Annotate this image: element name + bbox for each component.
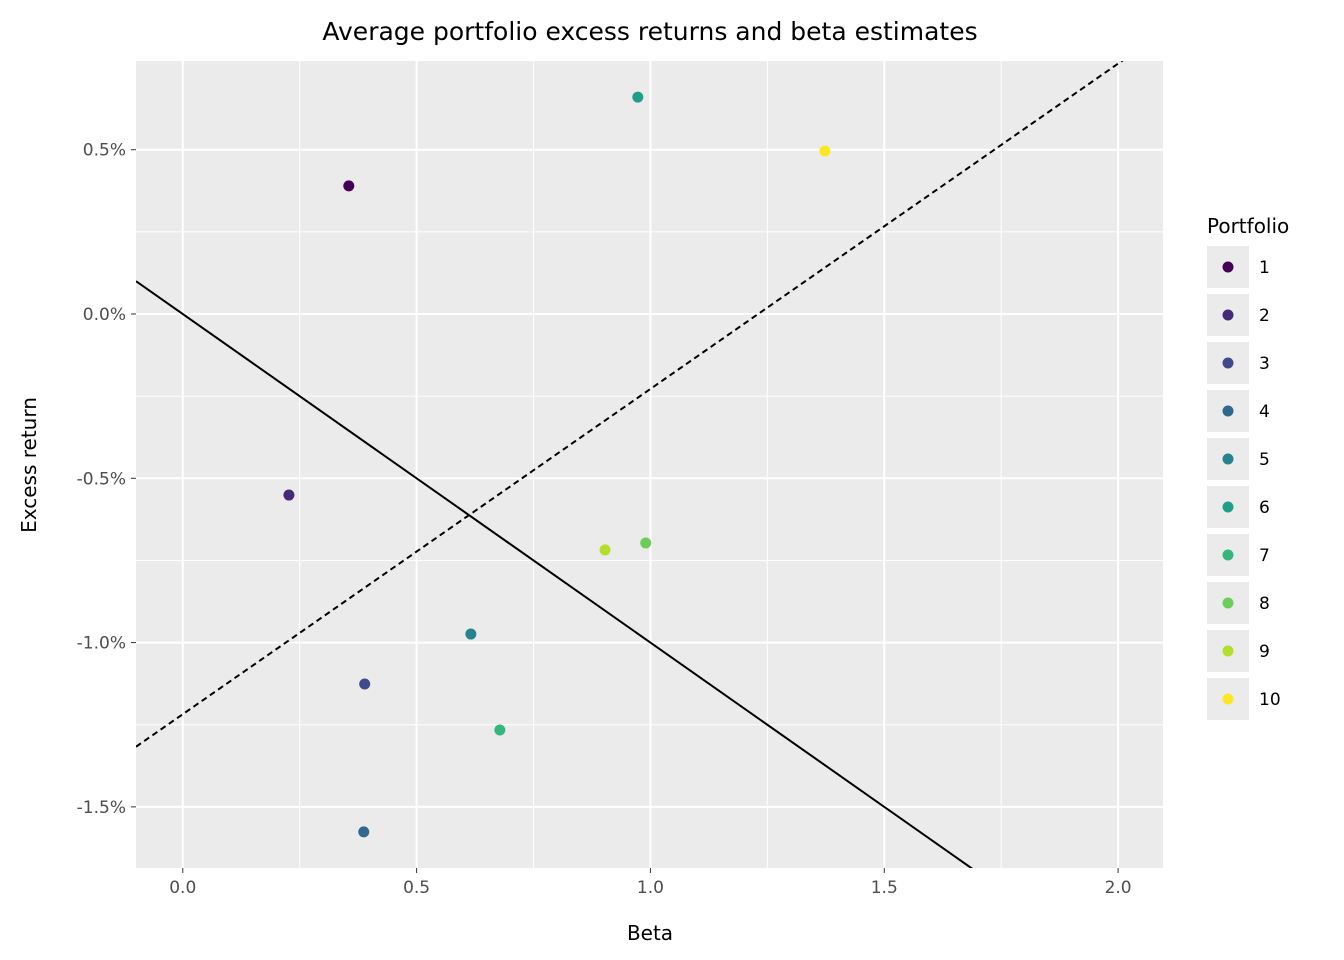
legend-label: 9 [1259, 642, 1270, 662]
y-tick-label: 0.5% [83, 141, 126, 161]
legend-key-3 [1222, 357, 1234, 369]
data-point-portfolio-5 [465, 628, 477, 640]
legend-key-4 [1222, 405, 1234, 417]
data-point-portfolio-3 [359, 678, 371, 690]
y-tick-label: -1.5% [77, 798, 126, 818]
x-axis-title: Beta [627, 921, 673, 945]
legend-key-5 [1222, 453, 1234, 465]
y-tick-label: 0.0% [83, 305, 126, 325]
y-tick-label: -1.0% [77, 634, 126, 654]
legend-title: Portfolio [1207, 214, 1289, 238]
x-tick-label: 2.0 [1105, 878, 1132, 898]
legend-key-7 [1222, 549, 1234, 561]
legend-label: 10 [1259, 690, 1281, 710]
data-point-portfolio-2 [283, 489, 295, 501]
data-point-portfolio-1 [343, 180, 355, 192]
legend-label: 1 [1259, 258, 1270, 278]
data-point-portfolio-8 [640, 537, 652, 549]
x-tick-label: 0.5 [403, 878, 430, 898]
chart-title: Average portfolio excess returns and bet… [322, 17, 977, 46]
legend-key-10 [1222, 693, 1234, 705]
legend-label: 6 [1259, 498, 1270, 518]
legend-key-8 [1222, 597, 1234, 609]
y-tick-label: -0.5% [77, 469, 126, 489]
legend-label: 8 [1259, 594, 1270, 614]
legend-label: 4 [1259, 402, 1270, 422]
solid-reference-line [136, 280, 973, 868]
x-tick-label: 1.0 [637, 878, 664, 898]
y-axis-title: Excess return [17, 397, 41, 533]
x-tick-label: 0.0 [169, 878, 196, 898]
x-tick-label: 1.5 [871, 878, 898, 898]
dashed-reference-line [136, 61, 1124, 748]
legend-key-6 [1222, 501, 1234, 513]
data-point-portfolio-7 [494, 724, 506, 736]
legend-key-1 [1222, 261, 1234, 273]
legend: 1 2 3 4 5 6 7 8 9 10 [1207, 246, 1281, 720]
data-point-portfolio-9 [599, 544, 611, 556]
legend-label: 2 [1259, 306, 1270, 326]
data-point-portfolio-4 [358, 826, 370, 838]
legend-label: 3 [1259, 354, 1270, 374]
legend-key-9 [1222, 645, 1234, 657]
legend-key-2 [1222, 309, 1234, 321]
legend-label: 5 [1259, 450, 1270, 470]
data-point-portfolio-6 [632, 91, 644, 103]
legend-label: 7 [1259, 546, 1270, 566]
data-point-portfolio-10 [819, 145, 831, 157]
